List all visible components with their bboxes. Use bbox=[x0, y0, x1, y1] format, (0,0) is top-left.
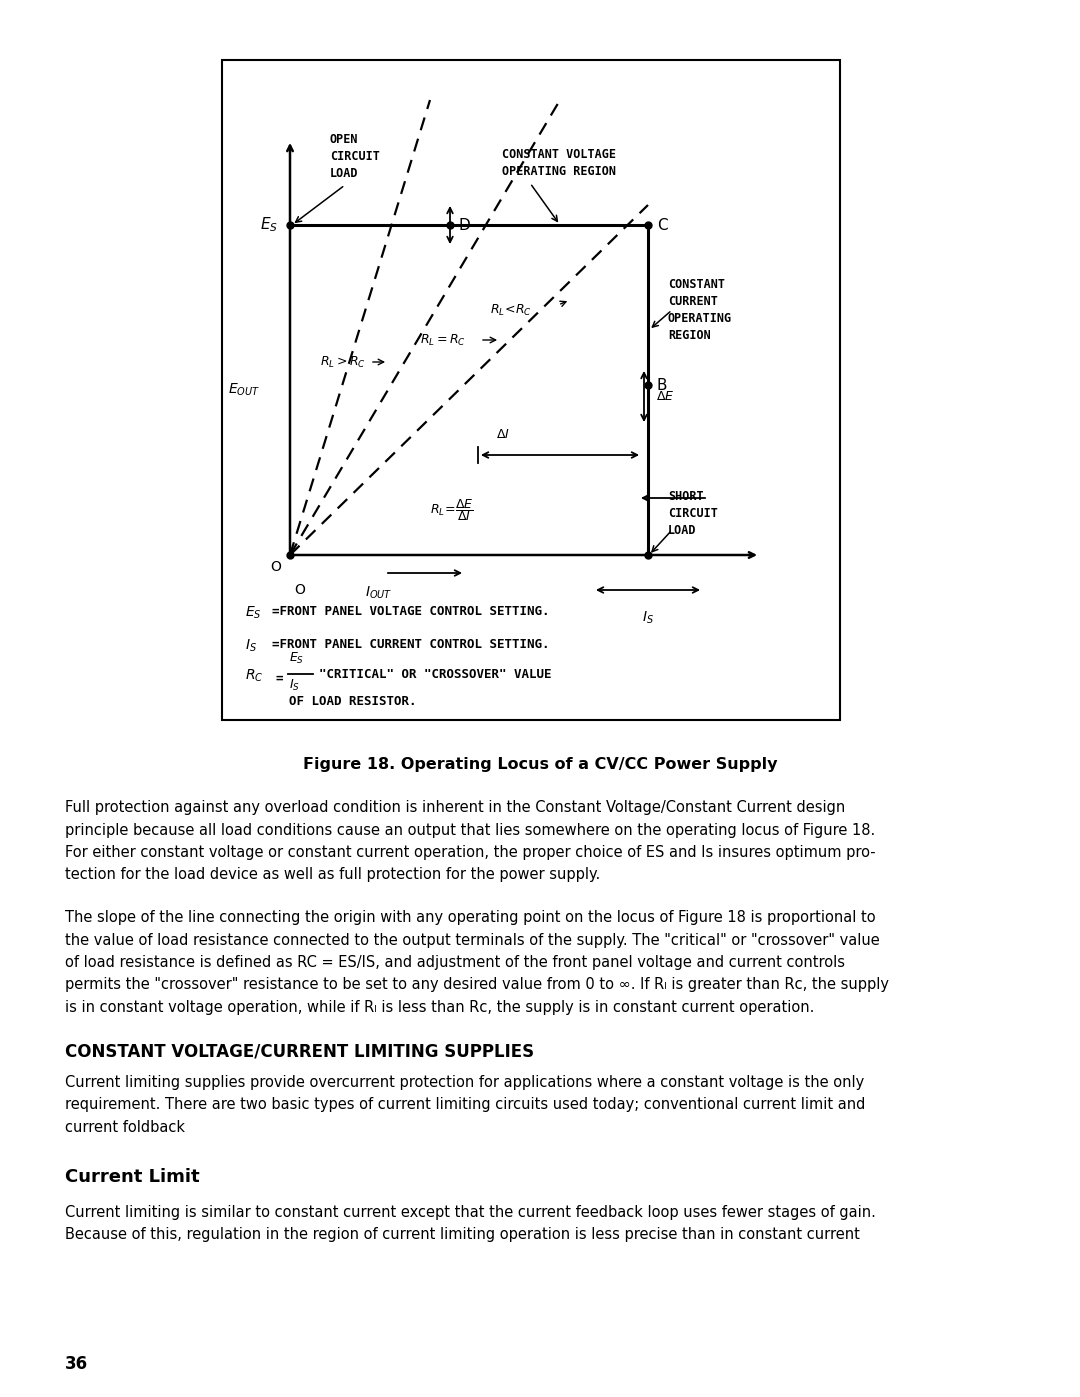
Text: Figure 18. Operating Locus of a CV/CC Power Supply: Figure 18. Operating Locus of a CV/CC Po… bbox=[302, 757, 778, 773]
Text: OF LOAD RESISTOR.: OF LOAD RESISTOR. bbox=[289, 694, 417, 708]
Text: $R_L = R_C$: $R_L = R_C$ bbox=[420, 332, 465, 348]
Text: O: O bbox=[294, 583, 305, 597]
Text: permits the "crossover" resistance to be set to any desired value from 0 to ∞. I: permits the "crossover" resistance to be… bbox=[65, 978, 889, 992]
Text: =: = bbox=[275, 672, 283, 685]
Text: The slope of the line connecting the origin with any operating point on the locu: The slope of the line connecting the ori… bbox=[65, 909, 876, 925]
Text: C: C bbox=[657, 218, 667, 232]
Text: Current Limit: Current Limit bbox=[65, 1168, 200, 1186]
Text: "CRITICAL" OR "CROSSOVER" VALUE: "CRITICAL" OR "CROSSOVER" VALUE bbox=[319, 668, 552, 680]
Text: =FRONT PANEL CURRENT CONTROL SETTING.: =FRONT PANEL CURRENT CONTROL SETTING. bbox=[272, 638, 550, 651]
Text: $E_{OUT}$: $E_{OUT}$ bbox=[228, 381, 260, 398]
Text: $R_C$: $R_C$ bbox=[245, 668, 264, 685]
Text: CONSTANT VOLTAGE/CURRENT LIMITING SUPPLIES: CONSTANT VOLTAGE/CURRENT LIMITING SUPPLI… bbox=[65, 1042, 535, 1060]
Text: the value of load resistance connected to the output terminals of the supply. Th: the value of load resistance connected t… bbox=[65, 933, 880, 947]
Text: $\Delta E$: $\Delta E$ bbox=[656, 390, 674, 402]
Text: $\Delta I$: $\Delta I$ bbox=[496, 427, 510, 441]
Text: D: D bbox=[458, 218, 470, 232]
Text: $R_L\!=\!\dfrac{\Delta E}{\Delta I}$: $R_L\!=\!\dfrac{\Delta E}{\Delta I}$ bbox=[430, 497, 474, 522]
Text: SHORT
CIRCUIT
LOAD: SHORT CIRCUIT LOAD bbox=[669, 490, 718, 536]
Text: CONSTANT
CURRENT
OPERATING
REGION: CONSTANT CURRENT OPERATING REGION bbox=[669, 278, 732, 342]
Text: $E_S$: $E_S$ bbox=[245, 605, 261, 622]
Text: $I_S$: $I_S$ bbox=[642, 610, 654, 626]
Text: $E_S$: $E_S$ bbox=[289, 651, 305, 666]
Text: tection for the load device as well as full protection for the power supply.: tection for the load device as well as f… bbox=[65, 868, 600, 883]
Text: requirement. There are two basic types of current limiting circuits used today; : requirement. There are two basic types o… bbox=[65, 1098, 865, 1112]
Text: $I_S$: $I_S$ bbox=[245, 638, 257, 654]
Bar bbox=[222, 60, 840, 719]
Text: CONSTANT VOLTAGE
OPERATING REGION: CONSTANT VOLTAGE OPERATING REGION bbox=[502, 148, 616, 177]
Text: =FRONT PANEL VOLTAGE CONTROL SETTING.: =FRONT PANEL VOLTAGE CONTROL SETTING. bbox=[272, 605, 550, 617]
Text: Full protection against any overload condition is inherent in the Constant Volta: Full protection against any overload con… bbox=[65, 800, 846, 814]
Text: $E_S$: $E_S$ bbox=[260, 215, 278, 235]
Text: $I_{OUT}$: $I_{OUT}$ bbox=[365, 585, 392, 601]
Text: B: B bbox=[657, 377, 667, 393]
Text: $R_L\!<\!R_C$: $R_L\!<\!R_C$ bbox=[490, 302, 532, 317]
Text: Because of this, regulation in the region of current limiting operation is less : Because of this, regulation in the regio… bbox=[65, 1228, 860, 1242]
Text: $I_S$: $I_S$ bbox=[289, 678, 300, 693]
Text: Current limiting supplies provide overcurrent protection for applications where : Current limiting supplies provide overcu… bbox=[65, 1076, 864, 1090]
Text: OPEN
CIRCUIT
LOAD: OPEN CIRCUIT LOAD bbox=[330, 133, 380, 180]
Text: 36: 36 bbox=[65, 1355, 89, 1373]
Text: Current limiting is similar to constant current except that the current feedback: Current limiting is similar to constant … bbox=[65, 1206, 876, 1220]
Text: O: O bbox=[271, 560, 282, 574]
Text: of load resistance is defined as RC = ES/IS, and adjustment of the front panel v: of load resistance is defined as RC = ES… bbox=[65, 956, 845, 970]
Text: current foldback: current foldback bbox=[65, 1120, 185, 1134]
Text: For either constant voltage or constant current operation, the proper choice of : For either constant voltage or constant … bbox=[65, 845, 876, 861]
Text: $R_L > R_C$: $R_L > R_C$ bbox=[320, 355, 366, 370]
Text: is in constant voltage operation, while if Rₗ is less than Rᴄ, the supply is in : is in constant voltage operation, while … bbox=[65, 1000, 814, 1016]
Text: principle because all load conditions cause an output that lies somewhere on the: principle because all load conditions ca… bbox=[65, 823, 875, 837]
